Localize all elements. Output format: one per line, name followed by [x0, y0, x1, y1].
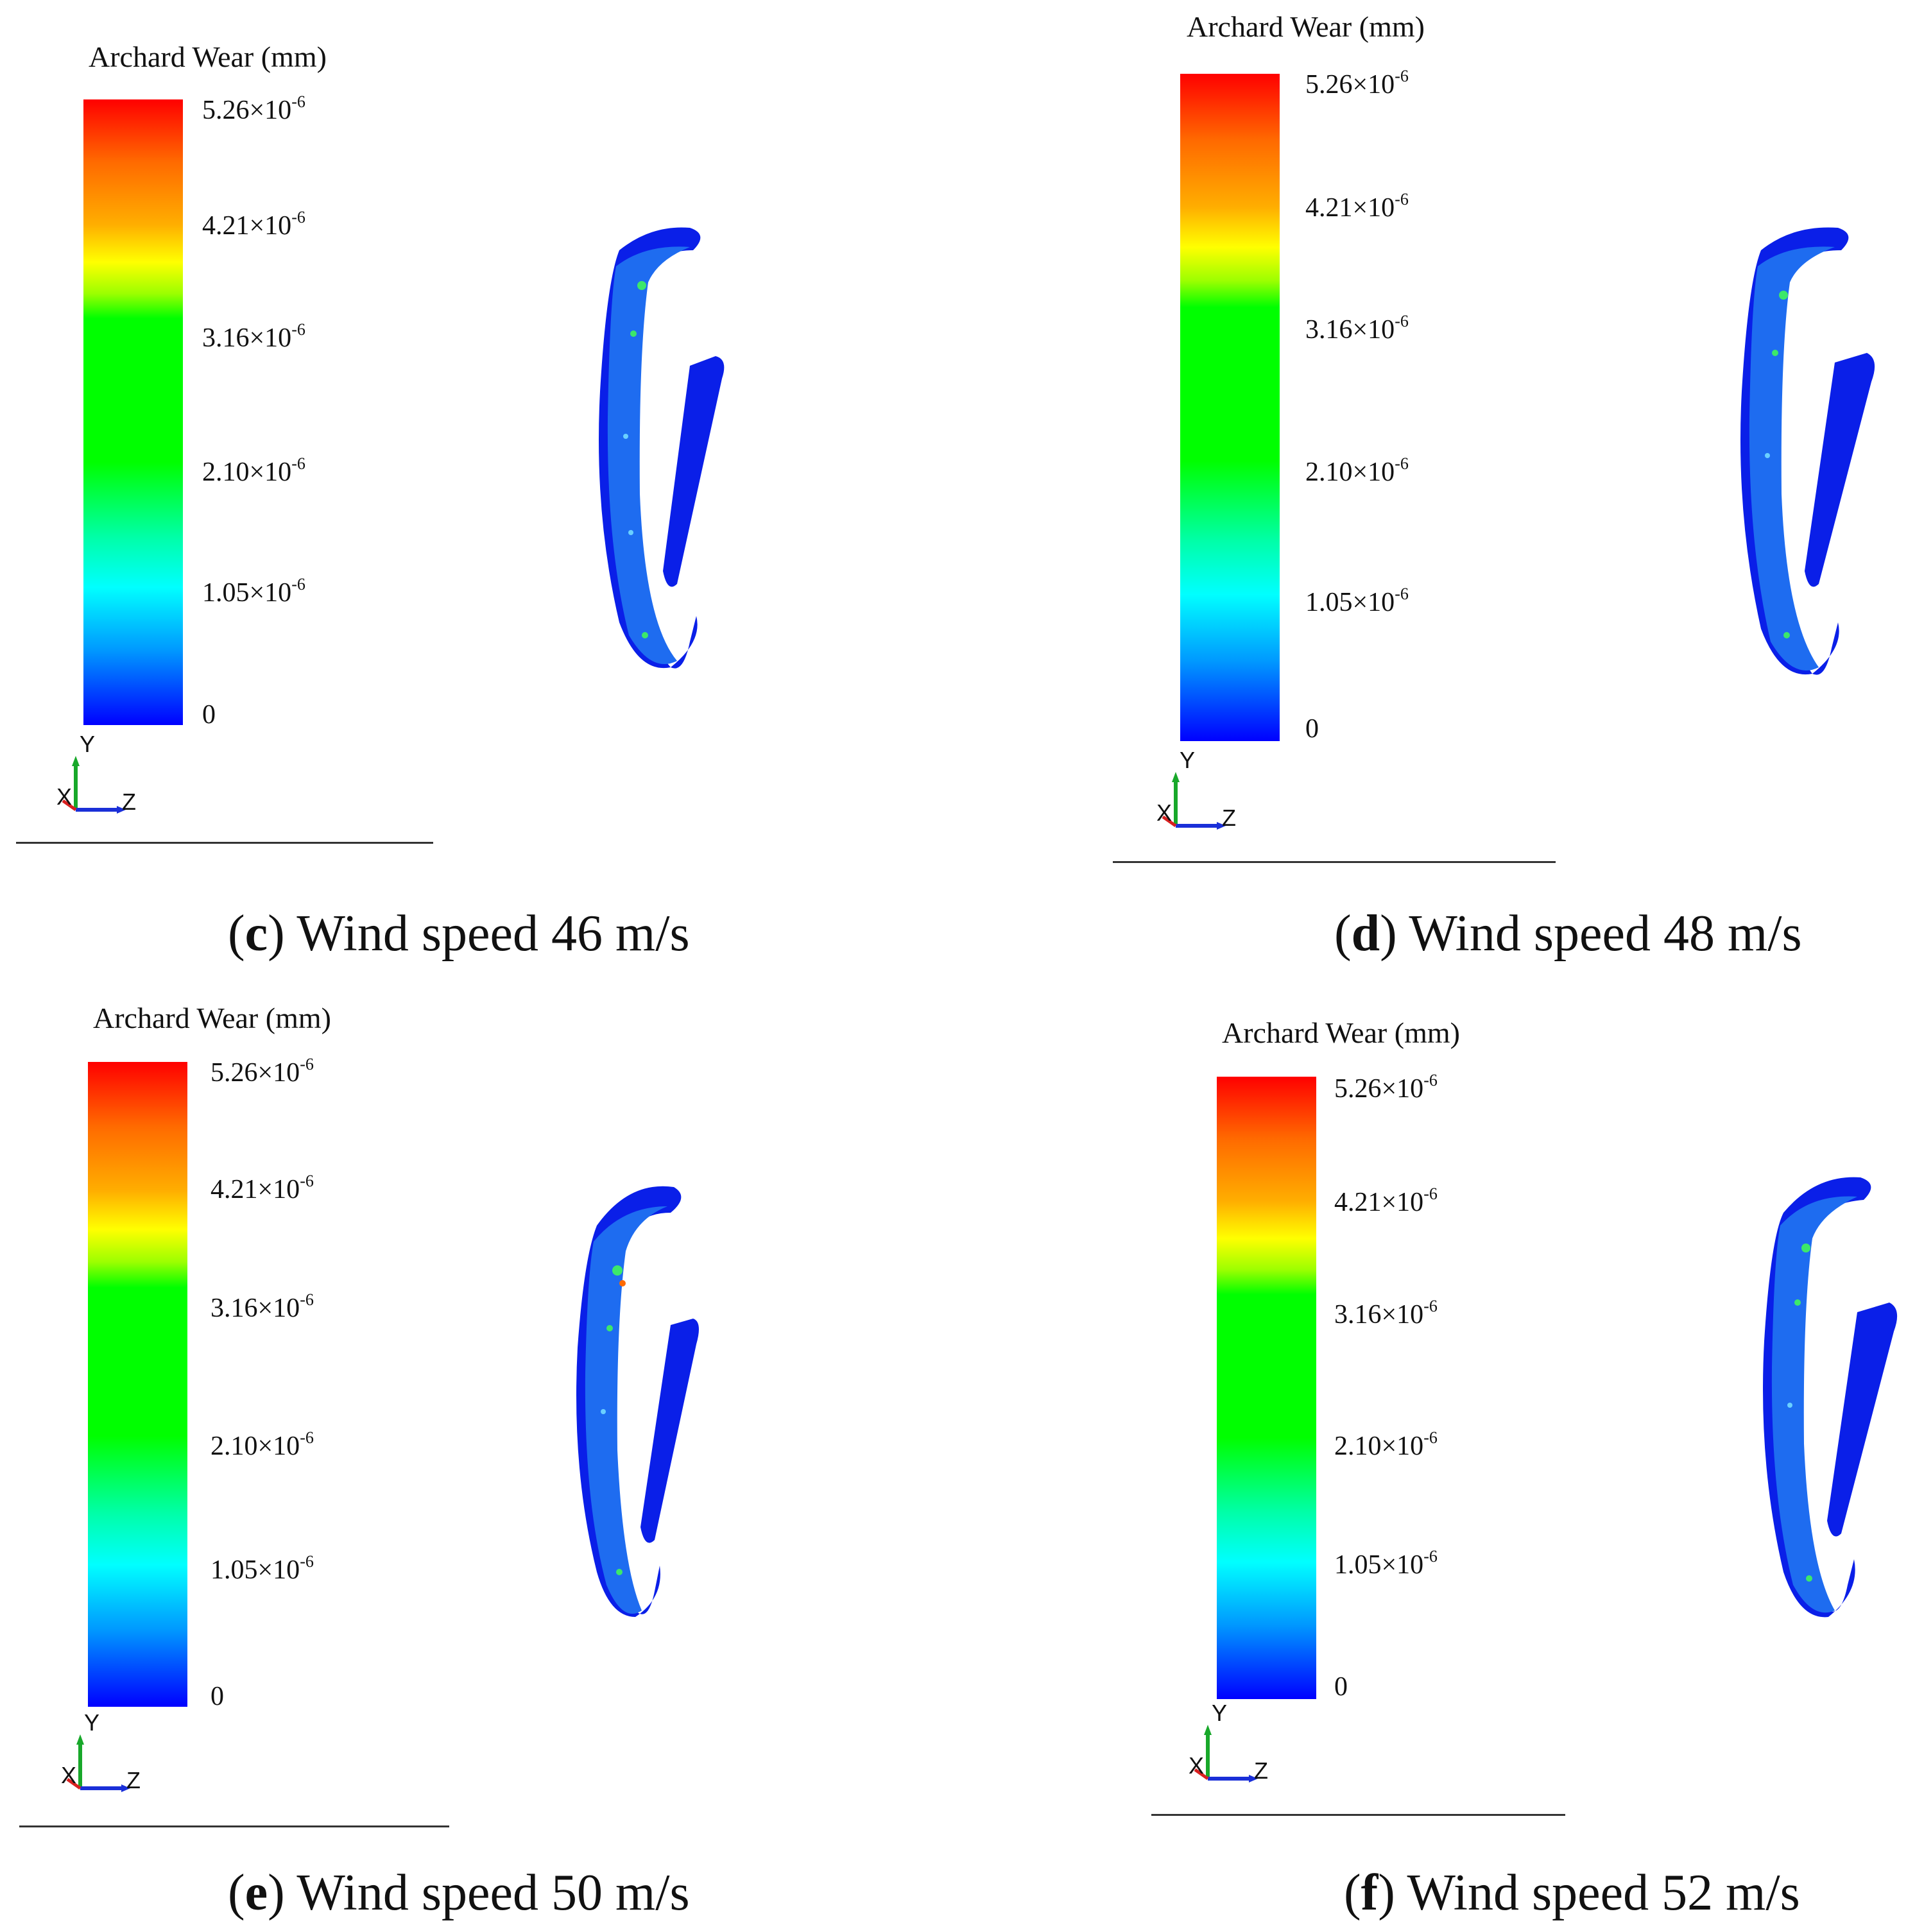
- tick-1: 1.05×10-6: [202, 575, 305, 608]
- tick-4: 4.21×10-6: [202, 208, 305, 241]
- tick-4: 4.21×10-6: [1305, 190, 1409, 223]
- caption-c: (c) Wind speed 46 m/s: [228, 905, 690, 962]
- panel-f: Archard Wear (mm) 5.26×10-6 4.21×10-6 3.…: [962, 966, 1924, 1931]
- wear-model: [558, 1181, 751, 1668]
- tick-3: 3.16×10-6: [1305, 312, 1409, 345]
- tick-zero: 0: [1334, 1672, 1348, 1702]
- tick-max: 5.26×10-6: [210, 1055, 314, 1088]
- tick-2: 2.10×10-6: [1305, 454, 1409, 488]
- legend-title: Archard Wear (mm): [93, 1002, 331, 1034]
- axis-x-label: X: [1189, 1752, 1204, 1779]
- wear-model: [581, 225, 773, 712]
- axis-x-label: X: [61, 1762, 76, 1788]
- axis-triad: Y X Z: [1156, 747, 1241, 831]
- tick-1: 1.05×10-6: [1305, 585, 1409, 618]
- tick-1: 1.05×10-6: [1334, 1547, 1438, 1580]
- tick-1: 1.05×10-6: [210, 1552, 314, 1586]
- wear-model: [1722, 225, 1915, 712]
- tick-4: 4.21×10-6: [1334, 1184, 1438, 1218]
- caption-d: (d) Wind speed 48 m/s: [1334, 905, 1802, 962]
- colorbar: [83, 99, 183, 725]
- tick-zero: 0: [210, 1682, 224, 1711]
- wear-model: [1745, 1174, 1924, 1662]
- legend-title: Archard Wear (mm): [1187, 10, 1425, 43]
- colorbar: [1217, 1077, 1316, 1699]
- axis-z-label: Z: [126, 1767, 141, 1793]
- tick-2: 2.10×10-6: [210, 1428, 314, 1462]
- colorbar: [1180, 74, 1280, 741]
- panel-e: Archard Wear (mm) 5.26×10-6 4.21×10-6 3.…: [0, 966, 962, 1931]
- axis-z-label: Z: [122, 789, 136, 815]
- axis-y-label: Y: [1212, 1700, 1227, 1726]
- tick-zero: 0: [1305, 714, 1319, 744]
- axis-z-label: Z: [1254, 1757, 1268, 1784]
- divider: [16, 842, 433, 844]
- axis-triad: Y X Z: [61, 1709, 146, 1793]
- divider: [19, 1825, 449, 1827]
- caption-e: (e) Wind speed 50 m/s: [228, 1865, 690, 1921]
- tick-max: 5.26×10-6: [202, 92, 305, 126]
- tick-3: 3.16×10-6: [210, 1290, 314, 1324]
- axis-y-label: Y: [1180, 747, 1195, 773]
- tick-3: 3.16×10-6: [1334, 1297, 1438, 1330]
- axis-triad: Y X Z: [56, 731, 141, 815]
- tick-3: 3.16×10-6: [202, 320, 305, 354]
- caption-f: (f) Wind speed 52 m/s: [1344, 1865, 1800, 1921]
- divider: [1151, 1814, 1565, 1816]
- panel-d: Archard Wear (mm) 5.26×10-6 4.21×10-6 3.…: [962, 0, 1924, 966]
- axis-x-label: X: [56, 783, 72, 810]
- tick-max: 5.26×10-6: [1305, 67, 1409, 100]
- axis-y-label: Y: [80, 731, 95, 757]
- legend-title: Archard Wear (mm): [1222, 1016, 1460, 1049]
- axis-y-label: Y: [84, 1709, 99, 1736]
- tick-max: 5.26×10-6: [1334, 1071, 1438, 1104]
- tick-2: 2.10×10-6: [202, 454, 305, 488]
- legend-title: Archard Wear (mm): [89, 40, 327, 73]
- tick-2: 2.10×10-6: [1334, 1428, 1438, 1462]
- colorbar: [88, 1062, 187, 1707]
- panel-c: Archard Wear (mm) 5.26×10-6 4.21×10-6 3.…: [0, 0, 962, 966]
- axis-z-label: Z: [1222, 805, 1236, 831]
- axis-triad: Y X Z: [1189, 1700, 1273, 1784]
- divider: [1113, 861, 1556, 863]
- tick-zero: 0: [202, 700, 216, 730]
- axis-x-label: X: [1156, 799, 1172, 826]
- tick-4: 4.21×10-6: [210, 1172, 314, 1205]
